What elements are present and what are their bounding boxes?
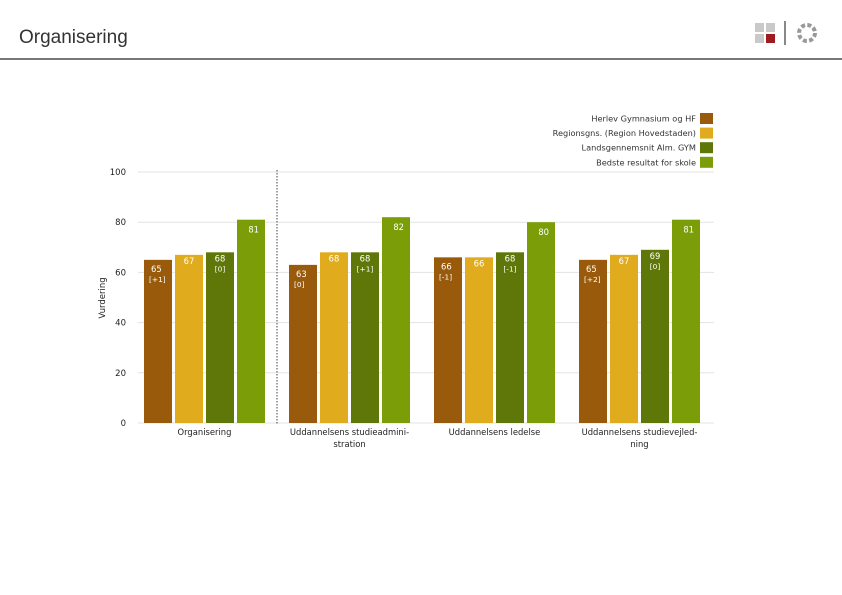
- data-label: 82: [393, 222, 404, 232]
- category-label: Uddannelsens studieadmini-: [290, 427, 409, 437]
- logo-icon: [755, 21, 817, 45]
- bar: [175, 254, 203, 423]
- data-label: 68: [505, 253, 516, 263]
- diff-label: [0]: [215, 264, 226, 273]
- data-label: 68: [329, 253, 340, 263]
- bar: [672, 219, 700, 423]
- diff-label: [0]: [650, 262, 661, 271]
- diff-label: [+1]: [357, 264, 374, 273]
- bars: [144, 217, 700, 423]
- bar: [289, 264, 317, 423]
- y-tick-label: 0: [121, 419, 126, 429]
- y-tick-label: 40: [115, 319, 126, 329]
- data-label: 68: [215, 253, 226, 263]
- header-divider: [0, 58, 842, 60]
- page-title: Organisering: [19, 27, 128, 48]
- legend-swatch: [700, 142, 713, 154]
- bar: [237, 219, 265, 423]
- legend: Herlev Gymnasium og HF Regionsgns. (Regio…: [553, 113, 713, 168]
- category-label: ning: [630, 439, 648, 449]
- category-label: Uddannelsens ledelse: [449, 427, 541, 437]
- data-label: 66: [441, 261, 452, 271]
- data-label: 65: [586, 264, 597, 274]
- y-tick-label: 60: [115, 268, 126, 278]
- bar: [144, 259, 172, 423]
- bar: [465, 257, 493, 423]
- bar: [496, 252, 524, 423]
- y-tick-label: 80: [115, 218, 126, 228]
- diff-label: [+2]: [584, 275, 601, 284]
- category-label: Organisering: [178, 427, 232, 437]
- legend-swatch: [700, 127, 713, 139]
- bar: [641, 249, 669, 423]
- data-label: 81: [248, 225, 259, 235]
- data-label: 67: [619, 256, 630, 266]
- bar: [579, 259, 607, 423]
- data-label: 67: [184, 256, 195, 266]
- data-label: 69: [650, 251, 661, 261]
- data-label: 81: [683, 225, 694, 235]
- bar: [351, 252, 379, 423]
- data-label: 68: [360, 253, 371, 263]
- category-label: stration: [333, 439, 365, 449]
- bar: [527, 222, 555, 423]
- data-label: 65: [151, 264, 162, 274]
- data-label: 80: [538, 227, 549, 237]
- bar: [206, 252, 234, 423]
- y-tick-label: 20: [115, 369, 126, 379]
- legend-label: Regionsgns. (Region Hovedstaden): [553, 128, 696, 138]
- bar: [320, 252, 348, 423]
- category-labels: Organisering Uddannelsens studieadmini-st…: [178, 427, 698, 449]
- category-label: Uddannelsens studievejled-: [582, 427, 698, 437]
- legend-swatch: [700, 156, 713, 168]
- bar: [610, 254, 638, 423]
- diff-label: [-1]: [439, 272, 452, 281]
- data-label: 66: [474, 258, 485, 268]
- y-axis-label: Vurdering: [98, 277, 108, 318]
- y-axis-ticks: 0 20 40 60 80 100: [110, 168, 126, 429]
- diff-label: [0]: [294, 280, 305, 289]
- diff-label: [+1]: [149, 275, 166, 284]
- legend-swatch: [700, 113, 713, 124]
- diff-label: [-1]: [503, 264, 516, 273]
- data-label: 63: [296, 269, 307, 279]
- bar: [382, 217, 410, 423]
- bar: [434, 257, 462, 423]
- legend-label: Bedste resultat for skole: [596, 157, 696, 167]
- y-tick-label: 100: [110, 168, 126, 178]
- legend-label: Herlev Gymnasium og HF: [591, 114, 696, 124]
- legend-label: Landsgennemsnit Alm. GYM: [582, 143, 696, 153]
